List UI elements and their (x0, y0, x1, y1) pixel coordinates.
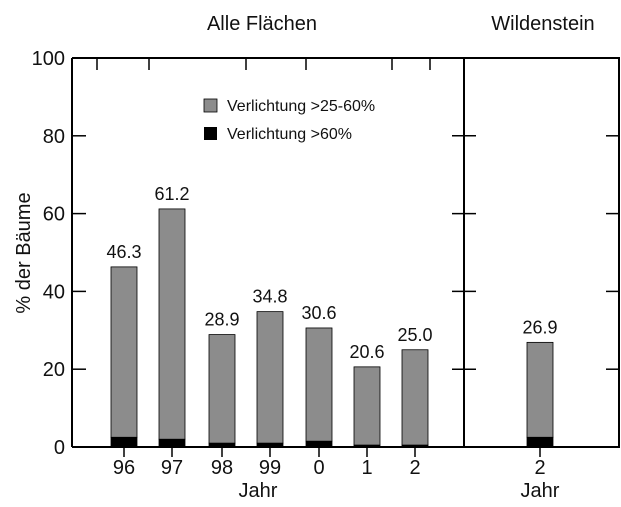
panel2-x-axis-label: Jahr (521, 480, 560, 502)
bar-p1-2-series1 (401, 349, 429, 446)
bar-value-label: 26.9 (522, 317, 557, 337)
legend-swatch-gray (203, 98, 218, 113)
bar-p1-98-series0 (208, 442, 236, 448)
bar-value-label: 28.9 (204, 310, 239, 330)
x-tick-label: 98 (211, 457, 233, 479)
x-tick-label: 97 (161, 457, 183, 479)
bar-p1-96-series0 (110, 436, 138, 448)
bar-value-label: 30.6 (301, 303, 336, 323)
bar-p1-98-series1 (208, 334, 236, 444)
legend: Verlichtung >25-60% Verlichtung >60% (203, 98, 375, 143)
bar-value-label: 20.6 (349, 342, 384, 362)
legend-swatch-black (204, 127, 217, 140)
y-tick-label: 60 (43, 204, 65, 226)
bar-p2-2-series1 (526, 341, 554, 438)
bar-p1-99-series0 (256, 442, 284, 448)
x-tick-label: 96 (113, 457, 135, 479)
bar-p1-0-series0 (305, 440, 333, 448)
legend-label-gray: Verlichtung >25-60% (227, 98, 375, 115)
bar-value-label: 34.8 (252, 287, 287, 307)
x-tick-label: 0 (313, 457, 324, 479)
panel1-title: Alle Flächen (207, 13, 317, 35)
panel1-x-axis-label: Jahr (239, 480, 278, 502)
y-tick-label: 100 (32, 48, 65, 70)
bar-p1-96-series1 (110, 266, 138, 438)
x-tick-label: 2 (534, 457, 545, 479)
x-tick-label: 2 (409, 457, 420, 479)
plot-layer: 02040608010046.39661.29728.99834.89930.6… (32, 48, 620, 479)
y-tick-label: 20 (43, 359, 65, 381)
bar-p1-97-series0 (158, 438, 186, 448)
bar-p1-97-series1 (158, 208, 186, 440)
bar-p1-99-series1 (256, 311, 284, 444)
x-tick-label: 99 (259, 457, 281, 479)
legend-label-black: Verlichtung >60% (227, 126, 352, 143)
bar-value-label: 25.0 (397, 325, 432, 345)
y-axis-label: % der Bäume (13, 192, 35, 313)
bar-value-label: 61.2 (154, 184, 189, 204)
x-tick-label: 1 (361, 457, 372, 479)
bar-p1-0-series1 (305, 327, 333, 442)
y-tick-label: 40 (43, 281, 65, 303)
y-tick-label: 80 (43, 126, 65, 148)
bar-p1-1-series1 (353, 366, 381, 446)
bar-p2-2-series0 (526, 436, 554, 448)
panel2-title: Wildenstein (491, 13, 594, 35)
bar-value-label: 46.3 (106, 242, 141, 262)
y-tick-label: 0 (54, 437, 65, 459)
